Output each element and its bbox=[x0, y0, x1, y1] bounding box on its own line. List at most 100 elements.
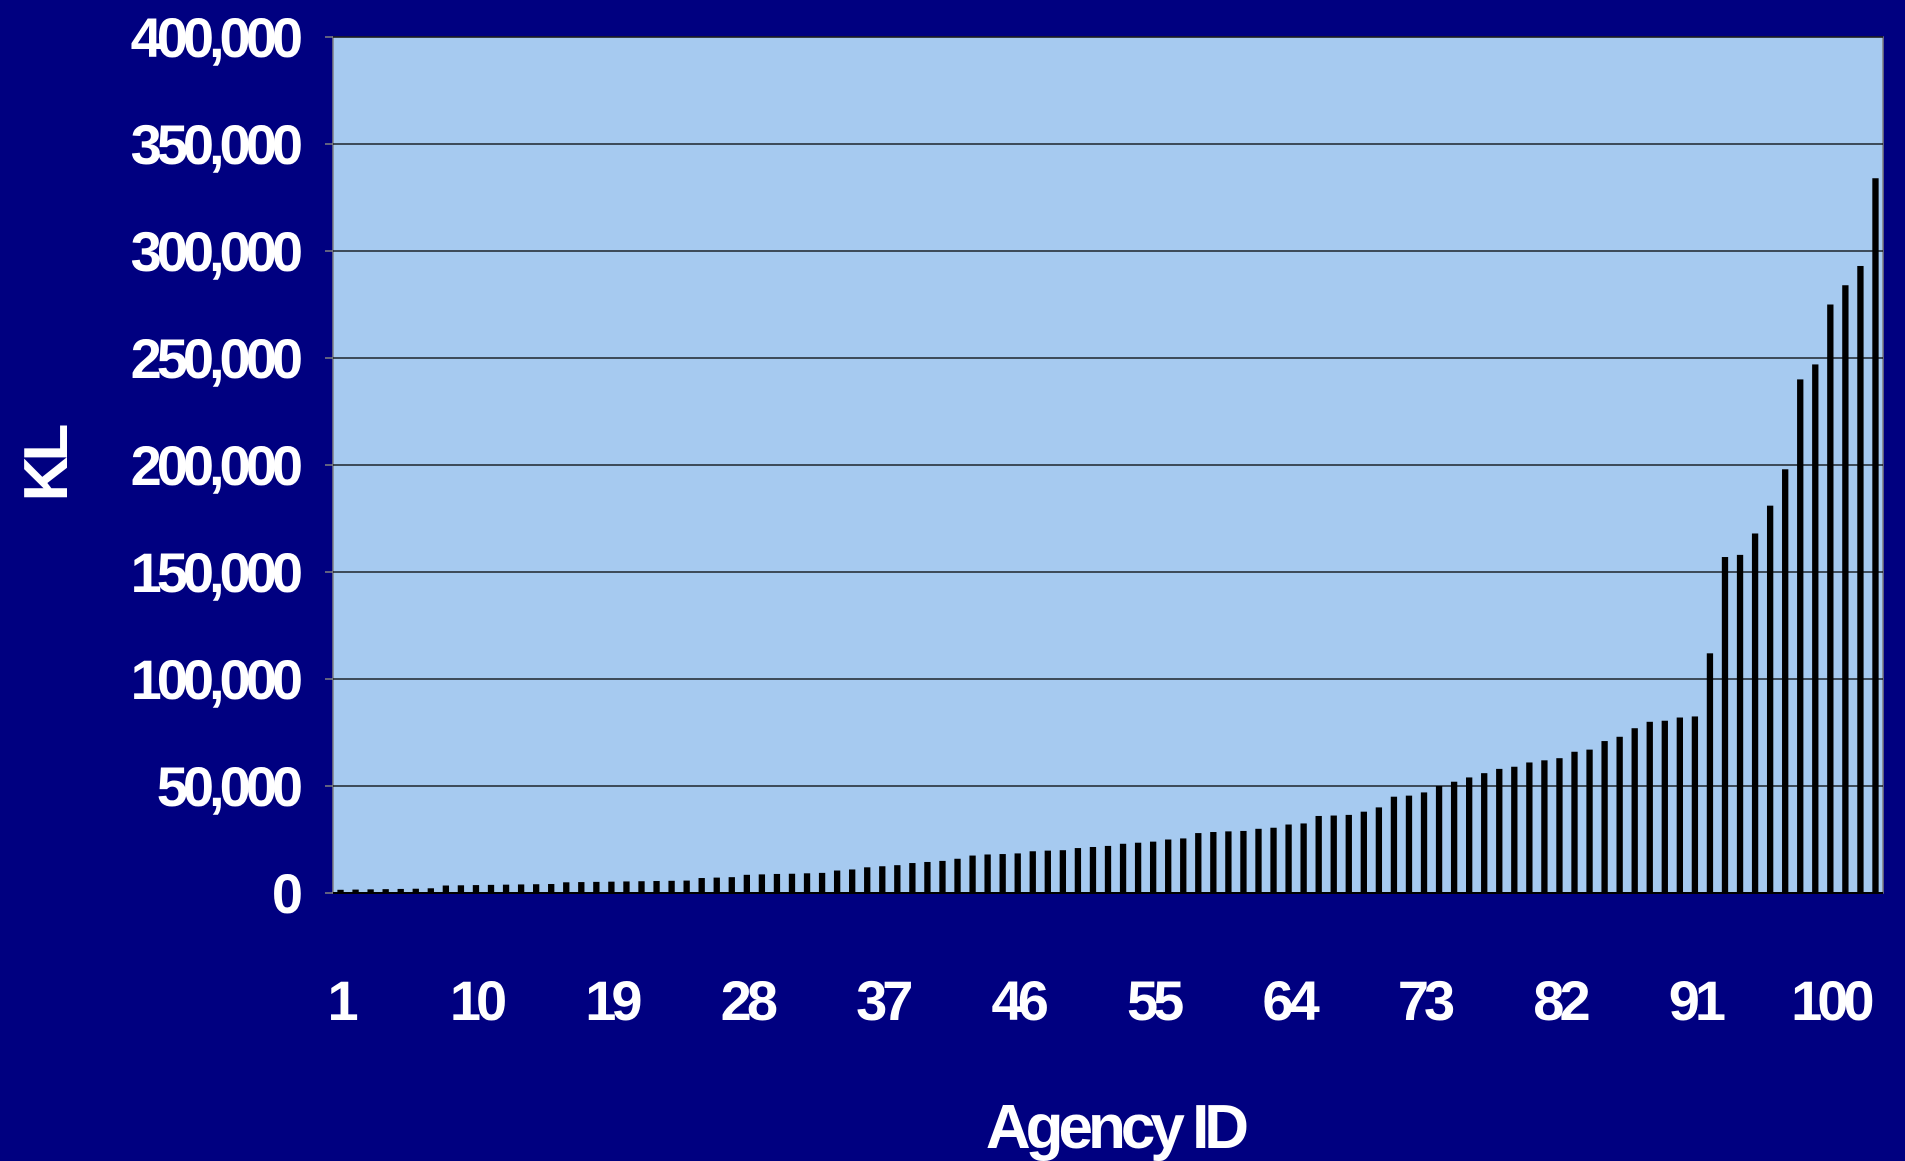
x-axis-tick-labels: 1 10 19 28 37 46 55 64 73 82 91 100 bbox=[327, 969, 1877, 1032]
x-tick-label: 55 bbox=[1127, 969, 1183, 1032]
bar-agency-80 bbox=[1526, 762, 1533, 893]
bar-agency-7 bbox=[427, 888, 434, 893]
bar-agency-97 bbox=[1782, 469, 1789, 893]
y-tick-label: 350,000 bbox=[131, 113, 301, 176]
bar-agency-13 bbox=[517, 884, 525, 893]
bar-agency-19 bbox=[608, 881, 615, 893]
bar-agency-43 bbox=[969, 855, 976, 893]
bar-agency-40 bbox=[924, 861, 931, 893]
bar-agency-95 bbox=[1751, 533, 1759, 893]
bar-agency-58 bbox=[1195, 833, 1202, 893]
bar-agency-6 bbox=[412, 888, 419, 893]
y-tick-label: 300,000 bbox=[131, 220, 301, 283]
bar-agency-93 bbox=[1721, 557, 1729, 893]
y-tick-label: 200,000 bbox=[131, 434, 301, 497]
bar-agency-29 bbox=[758, 874, 766, 893]
bar-agency-98 bbox=[1797, 379, 1804, 893]
bar-agency-73 bbox=[1420, 792, 1428, 893]
bar-agency-78 bbox=[1496, 768, 1503, 893]
y-tick-label: 400,000 bbox=[131, 6, 301, 69]
bar-agency-89 bbox=[1661, 720, 1668, 893]
bar-agency-64 bbox=[1285, 824, 1292, 893]
bar-agency-2 bbox=[352, 889, 359, 893]
bar-agency-71 bbox=[1390, 796, 1398, 893]
x-tick-label: 37 bbox=[856, 969, 911, 1032]
bar-agency-8 bbox=[442, 885, 450, 893]
bar-agency-15 bbox=[548, 884, 555, 893]
bar-agency-12 bbox=[502, 884, 510, 893]
bar-agency-41 bbox=[939, 860, 946, 893]
bar-agency-84 bbox=[1586, 749, 1593, 893]
bar-agency-96 bbox=[1766, 505, 1774, 893]
bar-agency-101 bbox=[1842, 285, 1849, 893]
bar-agency-100 bbox=[1827, 304, 1834, 893]
y-tick-label: 150,000 bbox=[131, 541, 301, 604]
x-tick-label: 64 bbox=[1262, 969, 1319, 1032]
bar-agency-26 bbox=[713, 877, 720, 893]
bar-agency-60 bbox=[1225, 831, 1232, 893]
x-tick-label: 10 bbox=[450, 969, 505, 1032]
bar-agency-86 bbox=[1616, 736, 1623, 893]
bar-agency-10 bbox=[472, 885, 480, 893]
bar-agency-21 bbox=[638, 881, 645, 893]
bar-agency-55 bbox=[1149, 841, 1157, 893]
bar-agency-45 bbox=[999, 854, 1006, 893]
bar-agency-37 bbox=[879, 866, 886, 893]
bar-agency-23 bbox=[668, 880, 675, 893]
x-tick-label: 100 bbox=[1791, 969, 1872, 1032]
bar-agency-61 bbox=[1240, 830, 1247, 893]
bar-agency-31 bbox=[788, 873, 796, 893]
bar-agency-1 bbox=[337, 889, 344, 893]
bar-agency-17 bbox=[578, 882, 585, 893]
bar-agency-62 bbox=[1255, 828, 1262, 893]
bar-agency-32 bbox=[803, 873, 811, 893]
bar-agency-81 bbox=[1541, 760, 1548, 893]
x-tick-label: 82 bbox=[1533, 969, 1588, 1032]
bar-agency-56 bbox=[1165, 839, 1172, 893]
bar-agency-47 bbox=[1029, 851, 1036, 893]
bar-agency-34 bbox=[833, 870, 841, 893]
bar-agency-85 bbox=[1601, 741, 1608, 893]
bar-agency-30 bbox=[773, 873, 781, 893]
x-tick-label: 46 bbox=[992, 969, 1048, 1032]
bar-agency-50 bbox=[1074, 848, 1082, 893]
bar-agency-18 bbox=[593, 881, 600, 893]
bar-agency-25 bbox=[698, 878, 705, 893]
bar-agency-65 bbox=[1300, 823, 1307, 893]
bar-agency-44 bbox=[984, 854, 991, 893]
y-tick-label: 250,000 bbox=[131, 327, 301, 390]
bar-agency-59 bbox=[1210, 832, 1217, 893]
bar-agency-14 bbox=[532, 884, 540, 893]
bar-agency-28 bbox=[743, 874, 750, 893]
bar-agency-57 bbox=[1180, 838, 1187, 893]
x-axis-title: Agency ID bbox=[986, 1093, 1247, 1161]
bar-agency-9 bbox=[457, 885, 465, 893]
bar-agency-63 bbox=[1270, 827, 1277, 893]
bar-agency-92 bbox=[1706, 653, 1714, 893]
bar-agency-3 bbox=[367, 889, 374, 893]
bar-agency-70 bbox=[1375, 807, 1383, 893]
bar-agency-36 bbox=[864, 867, 871, 893]
bar-agency-76 bbox=[1466, 777, 1473, 893]
bar-agency-91 bbox=[1691, 716, 1699, 893]
bar-agency-82 bbox=[1556, 758, 1563, 893]
x-tick-label: 1 bbox=[327, 969, 357, 1032]
bar-agency-94 bbox=[1736, 554, 1744, 893]
bar-agency-49 bbox=[1059, 850, 1067, 893]
bar-agency-35 bbox=[849, 869, 856, 893]
bar-agency-75 bbox=[1450, 781, 1458, 893]
bar-agency-39 bbox=[909, 863, 916, 893]
bars bbox=[337, 178, 1879, 894]
bar-agency-67 bbox=[1330, 815, 1337, 893]
bar-agency-99 bbox=[1812, 364, 1819, 893]
gridlines bbox=[333, 36, 1883, 787]
bar-agency-52 bbox=[1104, 845, 1112, 893]
bar-agency-102 bbox=[1857, 265, 1864, 894]
bar-agency-27 bbox=[728, 877, 735, 893]
bar-agency-16 bbox=[563, 882, 570, 893]
y-axis-title: KL bbox=[12, 426, 81, 502]
bar-agency-53 bbox=[1119, 843, 1127, 893]
bar-agency-5 bbox=[397, 888, 404, 893]
bar-agency-87 bbox=[1631, 728, 1638, 893]
